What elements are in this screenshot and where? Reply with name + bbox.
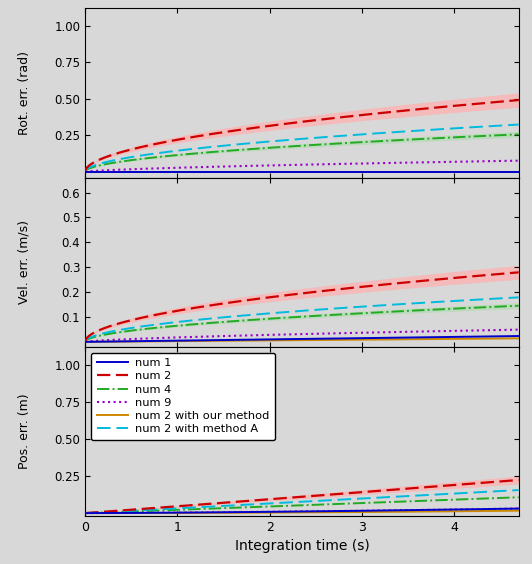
Y-axis label: Rot. err. (rad): Rot. err. (rad)	[18, 51, 31, 135]
Y-axis label: Pos. err. (m): Pos. err. (m)	[18, 394, 31, 469]
Y-axis label: Vel. err. (m/s): Vel. err. (m/s)	[18, 221, 31, 304]
X-axis label: Integration time (s): Integration time (s)	[235, 540, 369, 553]
Legend: num 1, num 2, num 4, num 9, num 2 with our method, num 2 with method A: num 1, num 2, num 4, num 9, num 2 with o…	[91, 352, 275, 440]
